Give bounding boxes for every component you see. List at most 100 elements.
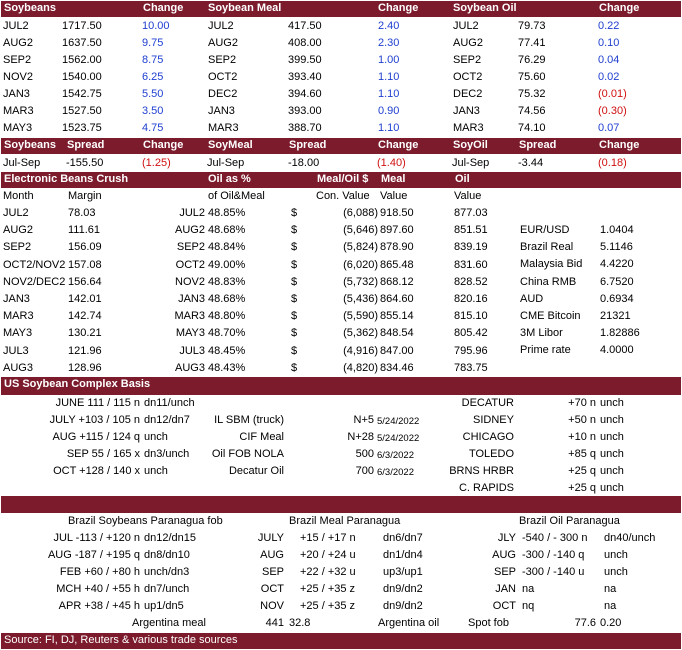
crush-meal-value: 848.54: [380, 327, 414, 340]
brazil-meal-quote: +15 / +17 n: [300, 532, 356, 544]
basis-right-change: unch: [600, 414, 624, 426]
brazil-soy-quote: MCH +40 / +55 h: [56, 583, 140, 595]
brazil-oil-month: SEP: [493, 566, 516, 578]
market-label: China RMB: [520, 275, 577, 288]
market-value: 4.0000: [600, 344, 634, 357]
crush-con-value: (6,020): [343, 258, 378, 271]
market-value: 4.4220: [600, 258, 634, 271]
soy-month: JUL2: [3, 20, 29, 32]
argentina-oil-change: 0.20: [600, 617, 622, 629]
soy-price: 1717.50: [62, 20, 102, 32]
spreads-header-cell: SoyMeal: [208, 139, 253, 151]
oil-change: 0.04: [598, 54, 620, 66]
basis-right-location: SIDNEY: [473, 414, 514, 426]
oil-change: 0.10: [598, 37, 620, 49]
meal-change: 1.10: [378, 122, 400, 134]
basis-right-location: TOLEDO: [468, 448, 514, 460]
spread-cell: Jul-Sep: [207, 157, 245, 169]
meal-price: 394.60: [288, 88, 322, 100]
basis-mid-label: CIF Meal: [239, 431, 284, 443]
meal-price: 393.40: [288, 71, 322, 83]
spreads-header-cell: Spread: [67, 139, 105, 151]
soy-month: AUG2: [3, 37, 33, 49]
brazil-soy-title: Brazil Soybeans Paranagua fob: [68, 515, 223, 527]
brazil-meal-change: dn9/dn2: [383, 583, 423, 595]
market-label: Prime rate: [520, 344, 571, 357]
spot-fob-label: Spot fob: [468, 617, 509, 629]
meal-change: 2.40: [378, 20, 400, 32]
basis-right-location: DECATUR: [461, 397, 514, 409]
market-value: 1.0404: [600, 224, 634, 236]
crush-month-2: MAY3: [175, 327, 205, 340]
crush-margin: 142.74: [68, 310, 102, 323]
soy-price: 1540.00: [62, 71, 102, 83]
brazil-oil-month: OCT: [492, 600, 516, 612]
basis-mid-value: N+28: [347, 431, 374, 443]
crush-margin: 130.21: [68, 327, 102, 340]
brazil-oil-change: unch: [604, 566, 628, 578]
futures-header-cell: Soybeans: [4, 2, 56, 14]
crush-month: AUG2: [3, 224, 33, 237]
basis-left-change: dn3/unch: [144, 448, 190, 460]
crush-oil-value: 783.75: [454, 361, 488, 374]
crush-margin: 142.01: [68, 293, 102, 305]
brazil-oil-quote: na: [522, 583, 535, 595]
crush-subheader: Value: [454, 190, 482, 202]
crush-month-2: SEP2: [176, 241, 205, 254]
crush-con-value: (5,362): [343, 327, 378, 340]
crush-margin: 111.61: [68, 224, 101, 237]
crush-currency: $: [291, 361, 298, 374]
spread-cell: -155.50: [66, 157, 104, 169]
brazil-oil-change: na: [604, 600, 617, 612]
market-value: 5.1146: [600, 241, 633, 254]
spread-cell: (1.25): [142, 157, 171, 169]
brazil-meal-quote: +25 / +35 z: [300, 583, 356, 595]
basis-right-location: C. RAPIDS: [458, 482, 514, 494]
spreads-header-cell: Spread: [519, 139, 557, 151]
basis-left-change: unch: [144, 431, 168, 443]
basis-left-change: unch: [144, 465, 168, 477]
spreads-header-cell: Change: [143, 139, 184, 151]
crush-con-value: (5,590): [343, 310, 378, 323]
market-label: EUR/USD: [520, 224, 570, 236]
crush-subheader: Value: [380, 190, 408, 202]
crush-margin: 128.96: [68, 361, 102, 374]
oil-price: 76.29: [518, 54, 546, 66]
market-label: Malaysia Bid: [520, 258, 583, 271]
basis-right-value: +25 q: [568, 465, 596, 477]
basis-right-value: +85 q: [568, 448, 596, 460]
crush-oil-value: 815.10: [454, 310, 488, 323]
crush-margin: 156.09: [68, 241, 102, 254]
meal-price: 408.00: [288, 37, 322, 49]
brazil-meal-quote: +25 / +35 z: [300, 600, 356, 612]
crush-margin: 157.08: [68, 258, 102, 271]
spread-cell: (1.40): [377, 157, 406, 169]
basis-mid-date: 6/3/2022: [377, 467, 414, 478]
meal-change: 2.30: [378, 37, 400, 49]
meal-month: JAN3: [208, 105, 235, 117]
brazil-soy-change: up1/dn5: [144, 600, 184, 612]
crush-month-2: JUL3: [179, 344, 205, 357]
meal-change: 1.00: [378, 54, 400, 66]
brazil-oil-quote: nq: [522, 600, 535, 612]
basis-right-value: +70 n: [568, 397, 596, 409]
crush-meal-value: 897.60: [380, 224, 414, 237]
crush-month: JAN3: [3, 293, 30, 305]
crush-currency: $: [291, 224, 298, 237]
basis-left-quote: JULY +103 / 105 n: [49, 414, 140, 426]
crush-subheader: of Oil&Meal: [208, 190, 265, 202]
spread-cell: (0.18): [598, 157, 627, 169]
oil-price: 77.41: [518, 37, 546, 49]
brazil-meal-month: SEP: [261, 566, 284, 578]
crush-header-cell: Oil: [455, 173, 470, 185]
brazil-soy-quote: APR +38 / +45 h: [58, 600, 140, 612]
spreads-header-cell: SoyOil: [453, 139, 488, 151]
soy-change: 5.50: [142, 88, 164, 100]
crush-meal-value: 918.50: [380, 207, 414, 219]
crush-margin: 121.96: [68, 344, 102, 357]
crush-month-2: MAR3: [174, 310, 205, 323]
brazil-oil-quote: -300 / -140 q: [522, 549, 585, 561]
source-footer: Source: FI, DJ, Reuters & various trade …: [1, 633, 681, 649]
meal-month: DEC2: [208, 88, 238, 100]
crush-con-value: (5,646): [343, 224, 378, 237]
